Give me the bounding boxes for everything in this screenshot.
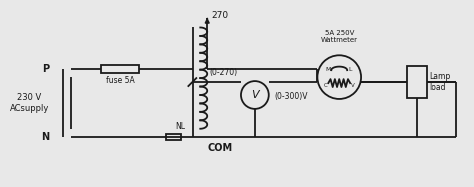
Text: V: V [351, 83, 355, 88]
Circle shape [241, 81, 269, 109]
Text: V: V [251, 90, 259, 100]
Text: 270: 270 [211, 11, 228, 20]
Text: fuse 5A: fuse 5A [106, 76, 134, 85]
Text: NL: NL [175, 122, 185, 131]
Text: N: N [41, 132, 49, 142]
Text: (0-300)V: (0-300)V [275, 93, 308, 102]
Circle shape [318, 55, 361, 99]
Text: 230 V
ACsupply: 230 V ACsupply [10, 93, 49, 113]
Text: P: P [42, 64, 49, 74]
Bar [407, 66, 427, 98]
Bar [101, 65, 139, 73]
Text: L: L [348, 67, 352, 72]
Text: M: M [325, 67, 330, 72]
Text: (0-270): (0-270) [209, 68, 237, 77]
Text: 5A 250V
Wattmeter: 5A 250V Wattmeter [321, 30, 358, 43]
Text: COM: COM [208, 143, 233, 153]
Text: Lamp
load: Lamp load [429, 72, 451, 92]
Bar [165, 134, 182, 140]
Text: C: C [324, 83, 328, 88]
